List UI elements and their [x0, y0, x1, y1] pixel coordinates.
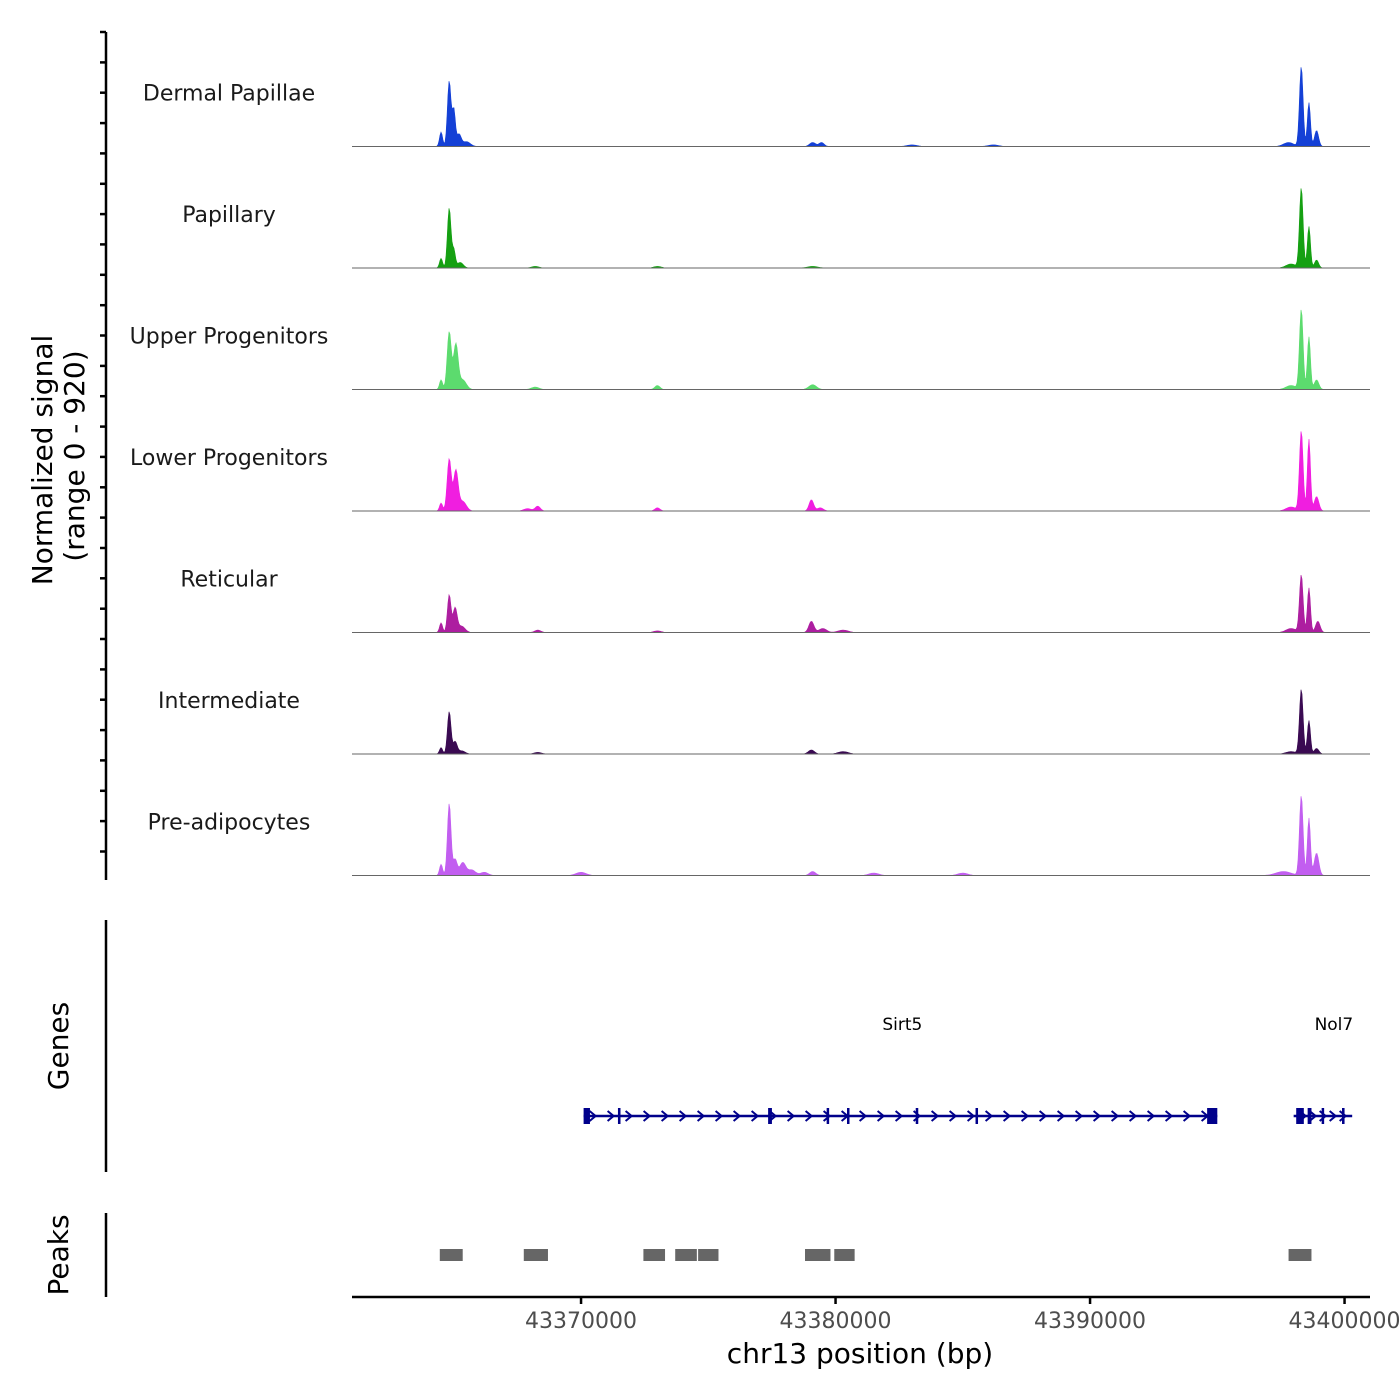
strand-arrow: [1146, 1110, 1156, 1122]
track-lower-progenitors: Lower Progenitors: [130, 431, 1370, 512]
strand-arrow: [696, 1110, 706, 1122]
track-label: Reticular: [180, 568, 278, 593]
signal-y-axis-title-line1: Normalized signal: [26, 335, 59, 586]
strand-arrow: [1329, 1110, 1338, 1122]
track-label: Pre-adipocytes: [148, 811, 311, 836]
strand-arrow: [750, 1110, 760, 1122]
peak-region: [1288, 1249, 1312, 1261]
strand-arrow: [1020, 1110, 1030, 1122]
track-pre-adipocytes: Pre-adipocytes: [148, 796, 1370, 876]
strand-arrow: [1182, 1110, 1192, 1122]
strand-arrow: [588, 1110, 598, 1122]
exon: [617, 1108, 621, 1124]
exon: [847, 1108, 850, 1124]
exon: [768, 1108, 772, 1124]
exon: [1307, 1108, 1312, 1124]
strand-arrow: [1164, 1110, 1174, 1122]
exon: [1321, 1108, 1325, 1124]
signal-y-axis-title-line2: (range 0 - 920): [58, 350, 91, 561]
peaks-track: [439, 1249, 1312, 1261]
strand-arrow: [624, 1110, 634, 1122]
strand-arrow: [1074, 1110, 1084, 1122]
strand-arrow: [678, 1110, 688, 1122]
track-label: Lower Progenitors: [130, 446, 328, 471]
signal-area: [352, 188, 1370, 269]
signal-area: [352, 309, 1370, 390]
strand-arrow: [822, 1110, 832, 1122]
x-axis-ticks: 43370000 43380000 43390000 43400000: [525, 1297, 1400, 1334]
strand-arrow: [876, 1110, 886, 1122]
x-tick-label: 43400000: [1289, 1309, 1400, 1334]
track-label: Dermal Papillae: [143, 82, 315, 107]
strand-arrow: [660, 1110, 670, 1122]
signal-area: [352, 431, 1370, 512]
strand-arrow: [966, 1110, 976, 1122]
track-dermal-papillae: Dermal Papillae: [143, 67, 1370, 147]
peak-region: [439, 1249, 463, 1261]
exon: [826, 1108, 830, 1124]
strand-arrow: [1128, 1110, 1138, 1122]
peak-region: [523, 1249, 548, 1261]
strand-arrow: [894, 1110, 904, 1122]
genes-axis-title: Genes: [42, 1002, 75, 1090]
peak-region: [698, 1249, 719, 1261]
peak-region: [805, 1249, 831, 1261]
strand-arrow: [912, 1110, 922, 1122]
strand-arrow: [984, 1110, 994, 1122]
strand-arrow: [1056, 1110, 1066, 1122]
track-intermediate: Intermediate: [158, 689, 1370, 755]
strand-arrow: [930, 1110, 940, 1122]
exon: [975, 1108, 979, 1124]
track-reticular: Reticular: [180, 568, 1370, 633]
peak-region: [643, 1249, 666, 1261]
strand-arrow: [1110, 1110, 1120, 1122]
track-label: Upper Progenitors: [130, 325, 329, 350]
strand-arrow: [1092, 1110, 1102, 1122]
track-label: Papillary: [182, 203, 276, 228]
signal-area: [352, 67, 1370, 147]
x-tick-label: 43380000: [780, 1309, 892, 1334]
peak-region: [834, 1249, 855, 1261]
signal-y-ticks: [100, 30, 106, 853]
signal-area: [352, 796, 1370, 876]
genes-track: Sirt5 Nol7: [583, 1015, 1354, 1124]
signal-area: [352, 689, 1370, 755]
strand-arrow: [642, 1110, 652, 1122]
peak-region: [675, 1249, 697, 1261]
x-axis-title: chr13 position (bp): [727, 1337, 993, 1370]
strand-arrow: [786, 1110, 796, 1122]
strand-arrow: [606, 1110, 616, 1122]
strand-arrow: [948, 1110, 958, 1122]
exon: [915, 1108, 919, 1124]
strand-arrow: [1038, 1110, 1048, 1122]
track-upper-progenitors: Upper Progenitors: [130, 309, 1370, 390]
strand-arrow: [714, 1110, 724, 1122]
strand-arrow: [1309, 1110, 1318, 1122]
gene-nol7: Nol7: [1293, 1015, 1354, 1124]
exon: [1296, 1108, 1304, 1124]
gene-label: Sirt5: [882, 1015, 922, 1035]
strand-arrow: [804, 1110, 814, 1122]
track-papillary: Papillary: [182, 188, 1370, 269]
signal-area: [352, 574, 1370, 633]
exon: [1342, 1108, 1345, 1124]
peaks-axis-title: Peaks: [42, 1214, 75, 1295]
track-label: Intermediate: [158, 689, 300, 714]
exon: [1207, 1108, 1218, 1124]
gene-sirt5: Sirt5: [583, 1015, 1218, 1124]
strand-arrow: [1339, 1110, 1348, 1122]
exon: [583, 1108, 590, 1124]
x-tick-label: 43390000: [1034, 1309, 1146, 1334]
signal-tracks: Dermal Papillae Papillary Upper Progenitor…: [130, 67, 1370, 876]
strand-arrow: [858, 1110, 868, 1122]
strand-arrow: [1002, 1110, 1012, 1122]
gene-label: Nol7: [1315, 1015, 1354, 1035]
strand-arrow: [732, 1110, 742, 1122]
x-tick-label: 43370000: [525, 1309, 637, 1334]
